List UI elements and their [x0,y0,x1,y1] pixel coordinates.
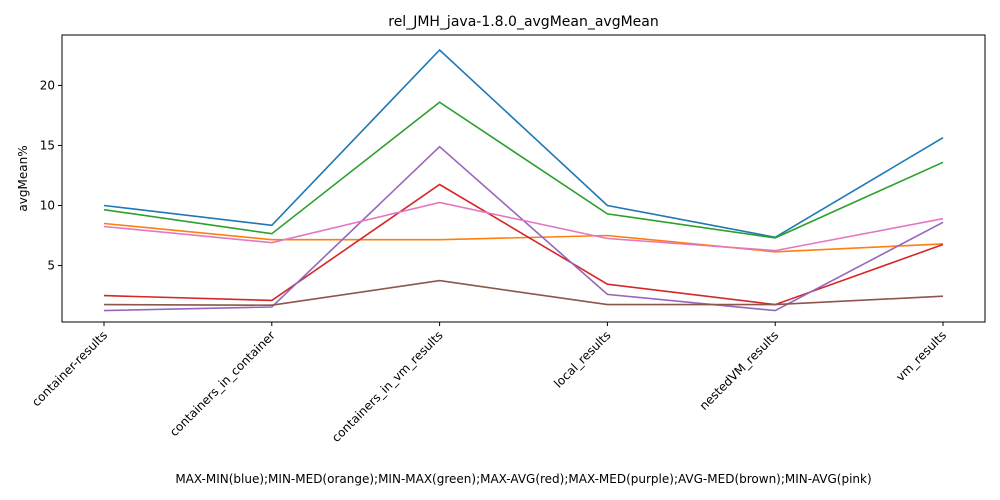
chart-title: rel_JMH_java-1.8.0_avgMean_avgMean [388,14,658,30]
x-tick-label: local_results [551,328,613,390]
axes-frame [61,34,986,323]
x-axis: container-results containers_in_container… [29,322,949,445]
x-tick-label: containers_in_vm_results [329,328,446,445]
series-line-4 [103,183,944,306]
x-axis-label: MAX-MIN(blue);MIN-MED(orange);MIN-MAX(gr… [175,472,871,486]
x-tick-label: vm_results [893,328,949,384]
x-tick-label: nestedVM_results [697,328,782,413]
x-tick-label: containers_in_container [167,328,278,439]
series-line-6 [103,279,944,307]
series-line-7 [103,201,944,252]
y-axis: 5 10 15 20 [40,78,62,273]
y-tick-label: 20 [40,78,55,92]
series-line-2 [103,222,944,253]
series-line-5 [103,145,944,312]
y-tick-label: 10 [40,199,55,213]
x-tick-label: container-results [29,328,110,409]
series-line-1 [103,48,944,239]
series-line-3 [103,101,944,239]
y-tick-label: 5 [47,259,55,273]
y-tick-label: 15 [40,138,55,152]
plot-area [103,48,944,312]
y-axis-label: avgMean% [16,145,30,211]
